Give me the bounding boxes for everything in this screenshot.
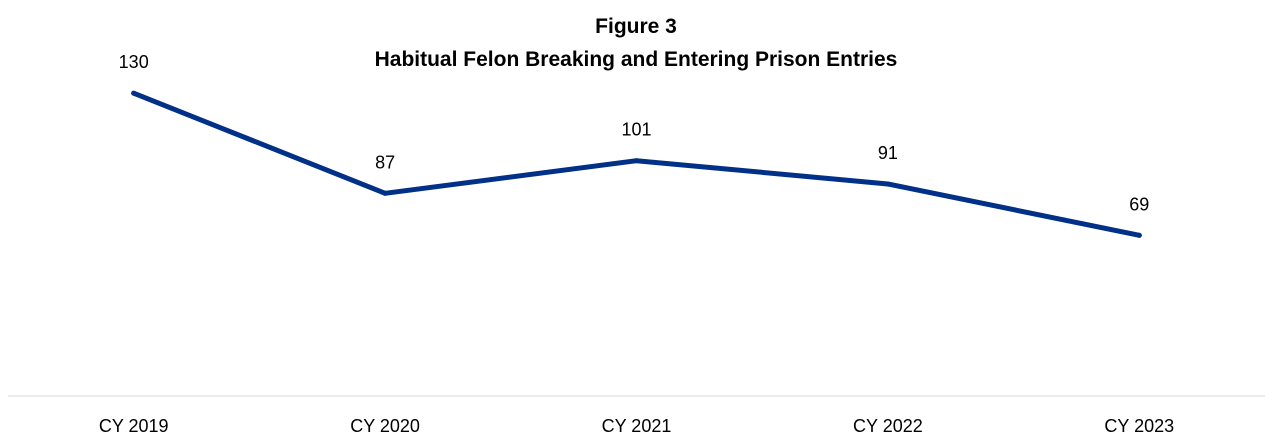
data-label-layer: 130 87 101 91 69	[119, 52, 1150, 214]
data-point-0	[131, 90, 137, 96]
chart-title: Figure 3	[595, 15, 677, 38]
data-label-1: 87	[375, 152, 395, 172]
data-point-1	[382, 190, 388, 196]
x-tick-label-0: CY 2019	[99, 416, 169, 436]
data-label-4: 69	[1129, 194, 1149, 214]
x-tick-label-3: CY 2022	[853, 416, 923, 436]
x-tick-layer: CY 2019 CY 2020 CY 2021 CY 2022 CY 2023	[99, 416, 1174, 436]
data-point-4	[1136, 232, 1142, 238]
data-point-2	[634, 158, 639, 164]
data-label-0: 130	[119, 52, 149, 72]
data-label-2: 101	[621, 120, 651, 140]
data-point-3	[885, 181, 891, 187]
series-layer	[131, 90, 1142, 238]
chart-subtitle: Habitual Felon Breaking and Entering Pri…	[375, 48, 898, 71]
x-tick-label-1: CY 2020	[350, 416, 420, 436]
data-label-3: 91	[878, 143, 898, 163]
x-tick-label-2: CY 2021	[602, 416, 672, 436]
x-tick-label-4: CY 2023	[1104, 416, 1174, 436]
series-line	[131, 90, 1142, 238]
